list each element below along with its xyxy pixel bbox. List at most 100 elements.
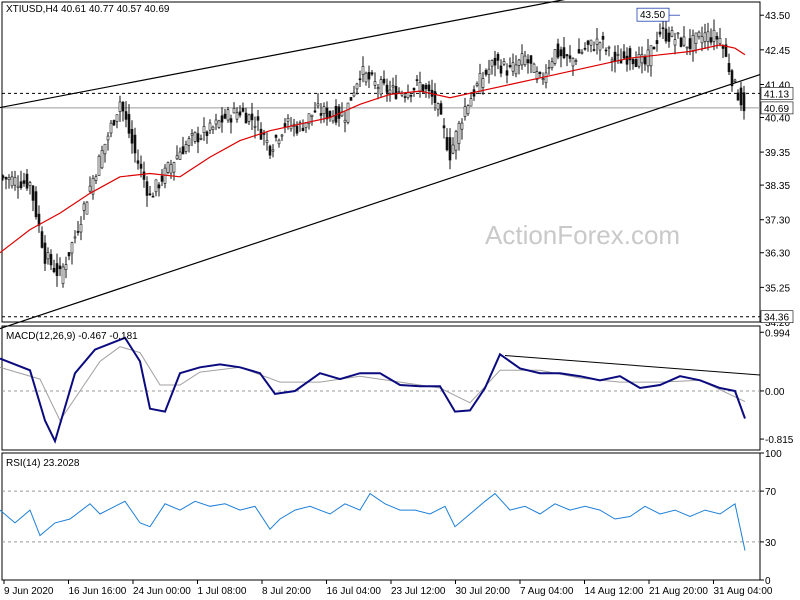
candle-body xyxy=(70,242,74,254)
candle-body xyxy=(202,126,206,133)
price-tick-label: 40.40 xyxy=(765,113,790,124)
macd-trendline xyxy=(504,355,761,376)
price-hline-box xyxy=(760,101,794,115)
rsi-frame xyxy=(1,452,761,581)
candle-body xyxy=(481,78,485,88)
candle-body xyxy=(562,47,566,59)
candle-body xyxy=(25,173,29,189)
price-trendline xyxy=(0,0,566,109)
candle-body xyxy=(133,134,137,154)
candle-body xyxy=(463,106,467,117)
candle-body xyxy=(409,95,413,97)
candle-body xyxy=(367,71,371,80)
candle-body xyxy=(4,177,8,180)
candle-body xyxy=(664,28,668,42)
candle-body xyxy=(49,254,53,266)
candle-body xyxy=(604,49,608,52)
candle-body xyxy=(697,31,701,38)
candle-body xyxy=(625,55,629,65)
candle-body xyxy=(499,65,503,74)
candle-body xyxy=(145,181,149,196)
candle-body xyxy=(85,201,89,215)
candle-body xyxy=(478,73,482,94)
candle-body xyxy=(700,36,704,44)
candle-body xyxy=(43,242,47,264)
candle-body xyxy=(709,37,713,43)
candle-body xyxy=(388,89,392,94)
candle-body xyxy=(442,125,446,129)
macd-tick-label: 0.00 xyxy=(765,387,785,398)
candle-body xyxy=(673,39,677,46)
candle-body xyxy=(391,85,395,88)
candle-body xyxy=(142,171,146,180)
macd-panel: 0.994 0.00 -0.815 xyxy=(0,325,794,451)
price-tick-label: 37.30 xyxy=(765,216,790,227)
candle-body xyxy=(544,72,548,84)
candle-body xyxy=(571,58,575,67)
price-header: XTIUSD,H4 40.61 40.77 40.57 40.69 xyxy=(6,4,170,15)
candle-body xyxy=(322,106,326,114)
candle-body xyxy=(415,79,419,81)
candle-body xyxy=(511,62,515,72)
candle-body xyxy=(715,36,719,40)
candle-body xyxy=(616,53,620,56)
candle-body xyxy=(82,203,86,211)
price-hline-label: 41.13 xyxy=(764,89,789,100)
candle-body xyxy=(379,79,383,95)
candle-body xyxy=(19,181,23,189)
candle-body xyxy=(496,53,500,61)
x-tick-label: 8 Jul 20:00 xyxy=(262,586,311,597)
candle-body xyxy=(469,98,473,107)
macd-signal-line xyxy=(0,346,746,422)
x-tick-label: 21 Aug 20:00 xyxy=(649,586,708,597)
candle-body xyxy=(523,55,527,66)
candle-body xyxy=(403,96,407,98)
x-tick-label: 30 Jul 20:00 xyxy=(456,586,511,597)
candle-body xyxy=(655,40,659,45)
candle-body xyxy=(349,97,353,101)
candle-body xyxy=(580,51,584,54)
candle-body xyxy=(373,81,377,86)
candle-body xyxy=(370,72,374,75)
candle-body xyxy=(439,103,443,115)
candle-body xyxy=(307,113,311,125)
candle-body xyxy=(595,38,599,45)
x-tick-label: 14 Aug 12:00 xyxy=(585,586,644,597)
candle-body xyxy=(427,84,431,92)
candle-body xyxy=(724,44,728,57)
candle-body xyxy=(280,134,284,137)
candle-body xyxy=(196,133,200,143)
candle-body xyxy=(685,46,689,49)
candle-body xyxy=(568,55,572,59)
candle-body xyxy=(103,143,107,155)
candle-body xyxy=(646,49,650,67)
candle-body xyxy=(520,53,524,66)
candle-body xyxy=(424,84,428,90)
macd-frame xyxy=(1,325,761,451)
candle-body xyxy=(205,131,209,136)
candle-body xyxy=(328,111,332,118)
candle-body xyxy=(667,32,671,42)
candle-body xyxy=(28,182,32,186)
candle-body xyxy=(730,70,734,87)
time-axis: 9 Jun 2020 16 Jun 16:00 24 Jun 00:00 1 Jul … xyxy=(3,580,773,597)
price-hline-box xyxy=(760,310,794,324)
candle-body xyxy=(76,231,80,233)
candle-body xyxy=(550,61,554,68)
price-tick-label: 38.35 xyxy=(765,181,790,192)
candle-body xyxy=(244,112,248,124)
candle-body xyxy=(172,162,176,173)
candle-body xyxy=(361,66,365,75)
candle-body xyxy=(679,37,683,47)
candle-body xyxy=(742,92,746,112)
watermark: ActionForex.com xyxy=(485,220,680,250)
candle-body xyxy=(253,125,257,128)
candle-body xyxy=(247,114,251,122)
macd-tick-label: -0.815 xyxy=(765,435,794,446)
candle-body xyxy=(136,160,140,164)
candle-body xyxy=(592,49,596,51)
candle-body xyxy=(118,101,122,112)
candle-body xyxy=(559,49,563,57)
candle-body xyxy=(712,29,716,42)
candle-body xyxy=(40,231,44,248)
